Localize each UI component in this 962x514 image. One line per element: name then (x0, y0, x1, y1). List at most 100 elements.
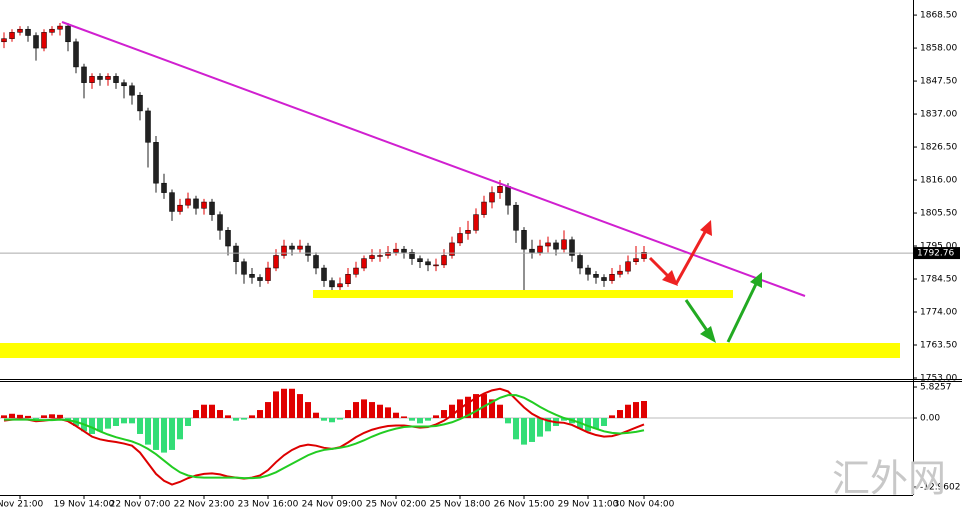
frame (0, 0, 962, 496)
histogram-bar (497, 404, 503, 419)
candle-body (393, 248, 399, 253)
candle-body (321, 267, 327, 281)
candle-body (297, 245, 303, 250)
green-arrows (684, 272, 762, 343)
candle-body (585, 267, 591, 275)
candle-body (153, 142, 159, 184)
candle-body (505, 186, 511, 206)
candle-body (169, 192, 175, 212)
y-tick-label: 1784.50 (920, 275, 957, 285)
candle-body (465, 230, 471, 234)
y-tick-label: 1753.00 (920, 374, 957, 384)
candle-body (273, 255, 279, 269)
candle-body (409, 252, 415, 259)
y-tick-label: 0.00 (920, 414, 940, 424)
y-tick-label: -12.9602 (920, 482, 960, 492)
candle-body (257, 277, 263, 281)
histogram-bar (281, 388, 287, 419)
histogram-bar (193, 410, 199, 419)
histogram-bar (529, 418, 535, 442)
histogram-bar (305, 402, 311, 419)
y-tick-label: 1816.00 (920, 176, 957, 186)
candle-body (337, 283, 343, 288)
candle-body (193, 198, 199, 209)
x-tick-label: 30 Nov 04:00 (614, 500, 675, 510)
histogram-bar (233, 418, 239, 421)
histogram-bar (249, 415, 255, 419)
histogram-bar (353, 402, 359, 419)
histogram-bar (609, 415, 615, 419)
candle-body (401, 248, 407, 253)
histogram-bar (113, 418, 119, 426)
histogram-bar (345, 410, 351, 419)
histogram-bar (329, 418, 335, 423)
support-band (313, 290, 733, 298)
x-tick-label: 22 Nov 23:00 (174, 500, 235, 510)
y-tick-label: 1837.00 (920, 110, 957, 120)
candle-body (617, 270, 623, 275)
histogram-bar (593, 418, 599, 429)
y-tick-label: 1847.50 (920, 77, 957, 87)
histogram-bar (449, 404, 455, 419)
histogram-bar (217, 410, 223, 419)
histogram-bar (441, 410, 447, 419)
candle-body (97, 76, 103, 80)
histogram-bar (513, 418, 519, 440)
histogram-bar (417, 418, 423, 424)
histogram-bar (41, 415, 47, 419)
histogram-bar (425, 418, 431, 421)
histogram-bar (209, 404, 215, 419)
histogram-bar (465, 396, 471, 419)
histogram-bar (585, 418, 591, 432)
histogram-bar (489, 399, 495, 419)
candle-body (217, 214, 223, 231)
candle-body (225, 230, 231, 247)
candle-body (233, 245, 239, 262)
last-price-label: 1792.76 (917, 249, 954, 259)
candle-body (593, 274, 599, 278)
x-tick-label: 24 Nov 09:00 (302, 500, 363, 510)
candle-body (113, 76, 119, 83)
drawings (0, 21, 900, 358)
candle-body (129, 85, 135, 96)
y-tick-label: 1826.50 (920, 143, 957, 153)
candle-body (57, 25, 63, 30)
trend-line (61, 21, 806, 297)
candle-body (457, 233, 463, 244)
candle-body (553, 242, 559, 250)
histogram-bar (625, 404, 631, 419)
candle-body (473, 214, 479, 231)
candle-body (265, 267, 271, 281)
candle-body (481, 201, 487, 215)
histogram-bar (473, 394, 479, 419)
histogram-bar (321, 418, 327, 421)
histogram-bar (537, 418, 543, 437)
candle-body (545, 242, 551, 247)
histogram-bar (177, 418, 183, 440)
candle-body (329, 280, 335, 288)
x-tick-label: 22 Nov 07:00 (110, 500, 171, 510)
histogram-bar (49, 414, 55, 419)
histogram-bar (129, 418, 135, 424)
macd-line (3, 387, 645, 486)
histogram-bar (25, 415, 31, 419)
histogram-bar (241, 418, 247, 420)
candle-body (9, 32, 15, 39)
candle-body (73, 41, 79, 68)
histogram-bar (97, 418, 103, 432)
histogram-bar (289, 388, 295, 419)
candle-body (105, 76, 111, 80)
candle-body (281, 245, 287, 256)
x-tick-label: 25 Nov 18:00 (430, 500, 491, 510)
candle-body (569, 239, 575, 256)
histogram-bar (617, 410, 623, 419)
histogram-bar (89, 418, 95, 434)
histogram-bar (17, 414, 23, 419)
candle-body (433, 264, 439, 267)
candle-body (625, 261, 631, 272)
histogram-bar (169, 418, 175, 450)
histogram-bar (257, 410, 263, 419)
candle-body (137, 94, 143, 112)
histogram-bar (601, 418, 607, 426)
y-tick-label: 1858.00 (920, 44, 957, 54)
